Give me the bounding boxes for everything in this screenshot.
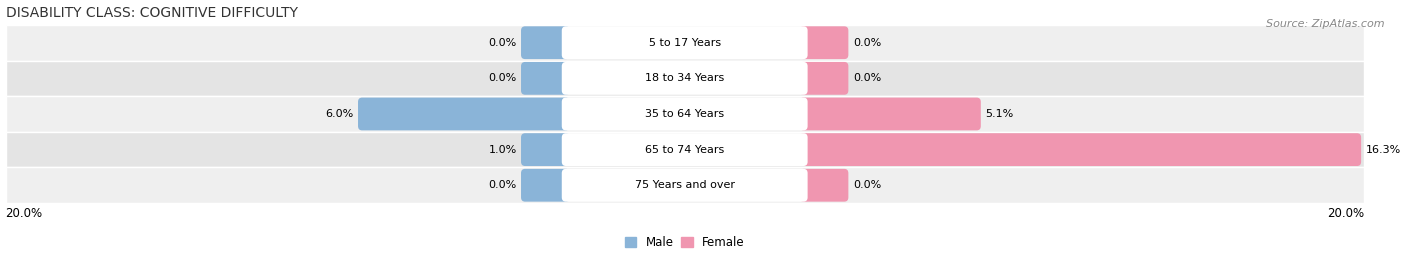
FancyBboxPatch shape (359, 98, 569, 130)
FancyBboxPatch shape (800, 133, 1361, 166)
Text: 0.0%: 0.0% (853, 38, 882, 48)
FancyBboxPatch shape (522, 133, 569, 166)
Text: 5.1%: 5.1% (986, 109, 1014, 119)
Text: 16.3%: 16.3% (1365, 145, 1400, 155)
Legend: Male, Female: Male, Female (620, 232, 749, 254)
Text: 0.0%: 0.0% (488, 180, 516, 190)
Text: 0.0%: 0.0% (488, 38, 516, 48)
Text: 75 Years and over: 75 Years and over (634, 180, 735, 190)
Text: 18 to 34 Years: 18 to 34 Years (645, 73, 724, 83)
FancyBboxPatch shape (522, 62, 569, 95)
Bar (6, 167, 1364, 203)
Text: Source: ZipAtlas.com: Source: ZipAtlas.com (1267, 19, 1385, 29)
Bar (6, 132, 1364, 167)
FancyBboxPatch shape (800, 26, 848, 59)
FancyBboxPatch shape (522, 169, 569, 202)
Text: 0.0%: 0.0% (488, 73, 516, 83)
Text: 20.0%: 20.0% (1327, 207, 1364, 220)
FancyBboxPatch shape (562, 98, 807, 130)
Text: 0.0%: 0.0% (853, 73, 882, 83)
FancyBboxPatch shape (562, 26, 807, 59)
FancyBboxPatch shape (562, 62, 807, 95)
Bar (6, 96, 1364, 132)
Text: 1.0%: 1.0% (488, 145, 516, 155)
Text: 5 to 17 Years: 5 to 17 Years (648, 38, 721, 48)
Text: 20.0%: 20.0% (6, 207, 42, 220)
FancyBboxPatch shape (562, 169, 807, 202)
Text: 6.0%: 6.0% (325, 109, 354, 119)
Text: 35 to 64 Years: 35 to 64 Years (645, 109, 724, 119)
Text: DISABILITY CLASS: COGNITIVE DIFFICULTY: DISABILITY CLASS: COGNITIVE DIFFICULTY (6, 6, 298, 20)
FancyBboxPatch shape (522, 26, 569, 59)
FancyBboxPatch shape (800, 98, 981, 130)
Text: 0.0%: 0.0% (853, 180, 882, 190)
Bar (6, 61, 1364, 96)
FancyBboxPatch shape (562, 133, 807, 166)
Text: 65 to 74 Years: 65 to 74 Years (645, 145, 724, 155)
FancyBboxPatch shape (800, 169, 848, 202)
Bar (6, 25, 1364, 61)
FancyBboxPatch shape (800, 62, 848, 95)
